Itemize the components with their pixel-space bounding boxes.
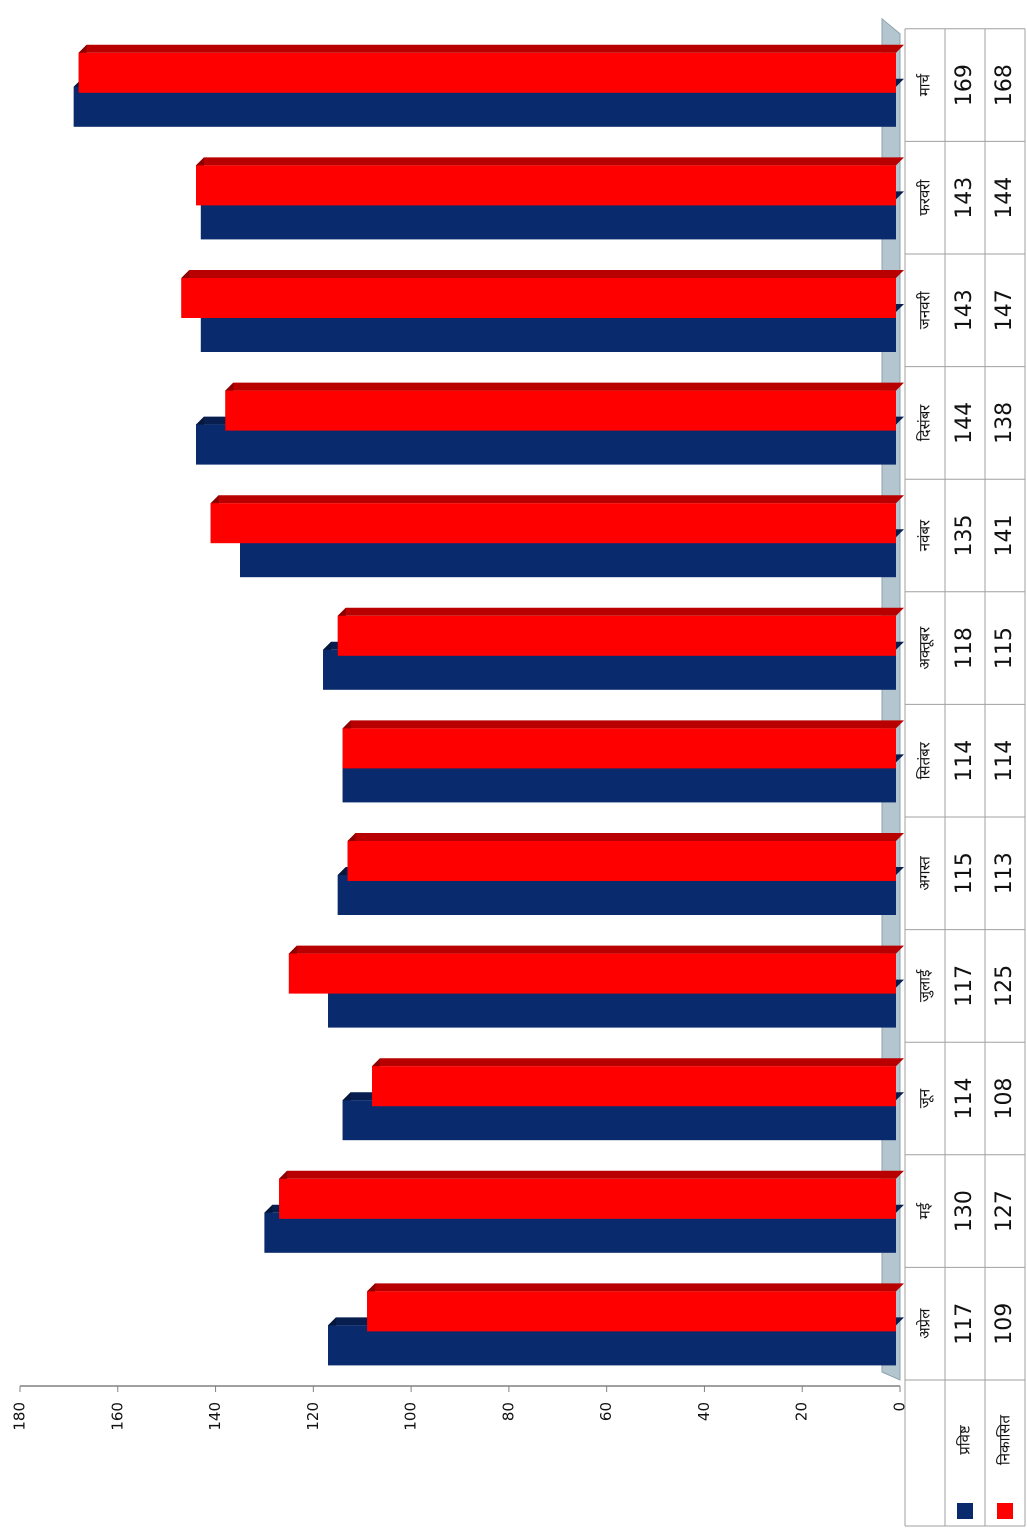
category-label: दिसंबर [916, 404, 934, 442]
bar [288, 953, 896, 994]
bar [342, 762, 897, 803]
table-value: 108 [992, 1078, 1017, 1120]
value-tick-label: 100 [402, 1402, 420, 1431]
bar [200, 312, 896, 352]
value-tick-label: 20 [793, 1402, 811, 1421]
table-value: 118 [952, 627, 977, 669]
category-label: अप्रेल [916, 1308, 934, 1339]
bar-top-face [225, 382, 905, 391]
bar-top-face [196, 157, 904, 166]
legend-label: प्रविष्ट [956, 1425, 974, 1455]
table-value: 147 [992, 289, 1017, 331]
value-tick-label: 160 [108, 1402, 126, 1431]
value-tick-label: 120 [304, 1402, 322, 1431]
table-value: 127 [992, 1190, 1017, 1232]
table-value: 113 [992, 852, 1017, 894]
bar-top-face [288, 945, 904, 954]
bar [347, 841, 896, 881]
bar [73, 86, 897, 127]
bar [342, 1100, 897, 1141]
bar [323, 649, 897, 690]
bar [372, 1066, 896, 1107]
bar [337, 875, 896, 915]
table-value: 130 [952, 1190, 977, 1232]
bar [342, 728, 897, 769]
bar-top-face [342, 720, 905, 729]
value-tick-label: 0 [891, 1402, 909, 1412]
bar [181, 278, 897, 318]
bar [78, 52, 896, 93]
table-value: 115 [952, 852, 977, 894]
table-value: 168 [992, 64, 1017, 106]
value-tick-label: 60 [597, 1402, 615, 1421]
table-value: 143 [952, 177, 977, 219]
category-label: अगस्त [916, 856, 934, 891]
bar-top-face [279, 1170, 905, 1179]
table-value: 144 [952, 402, 977, 444]
bar [225, 390, 897, 431]
category-label: मार्च [916, 73, 934, 96]
table-value: 114 [952, 1078, 977, 1120]
table-value: 169 [952, 64, 977, 106]
bar-top-face [337, 607, 904, 616]
category-label: सितंबर [916, 741, 934, 779]
category-label: फरवरी [916, 179, 934, 216]
table-value: 114 [952, 740, 977, 782]
bar-top-face [181, 270, 905, 278]
legend-key [997, 1503, 1013, 1519]
bar [240, 537, 896, 578]
table-value: 125 [992, 965, 1017, 1007]
bar-top-face [78, 44, 904, 53]
bar [337, 615, 896, 656]
table-value: 117 [952, 1303, 977, 1345]
table-value: 141 [992, 515, 1017, 557]
table-value: 115 [992, 627, 1017, 669]
bar [264, 1212, 896, 1253]
bar [210, 503, 896, 544]
table-value: 135 [952, 515, 977, 557]
value-tick-label: 180 [11, 1402, 29, 1431]
table-value: 114 [992, 740, 1017, 782]
table-value: 144 [992, 177, 1017, 219]
legend-key [957, 1503, 973, 1519]
category-label: मई [916, 1202, 934, 1219]
legend-label: निकासित [996, 1414, 1014, 1465]
category-label: अक्तूबर [916, 626, 935, 670]
bar [200, 199, 896, 240]
bar-top-face [210, 495, 904, 504]
table-value: 117 [952, 965, 977, 1007]
chart-floor [881, 17, 901, 1381]
value-tick-label: 40 [695, 1402, 713, 1421]
table-value: 138 [992, 402, 1017, 444]
bar [196, 424, 896, 465]
bar-top-face [347, 833, 904, 841]
value-tick-label: 80 [499, 1402, 517, 1421]
table-value: 143 [952, 289, 977, 331]
bar-top-face [367, 1283, 905, 1292]
bar-top-face [372, 1058, 904, 1067]
value-tick-label: 140 [206, 1402, 224, 1431]
bar [328, 987, 896, 1028]
data-table: अप्रेल मई जून जुलाई अगस्त सितंबर अक्तूबर नवंबर द… [904, 28, 1026, 1527]
bar [196, 165, 896, 206]
table-value: 109 [992, 1303, 1017, 1345]
bar [367, 1291, 897, 1332]
category-label: जनवरी [916, 290, 934, 329]
category-label: जून [916, 1088, 935, 1108]
bar [328, 1325, 896, 1366]
bar [279, 1178, 897, 1219]
category-label: नवंबर [916, 519, 934, 551]
category-label: जुलाई [916, 969, 935, 1003]
